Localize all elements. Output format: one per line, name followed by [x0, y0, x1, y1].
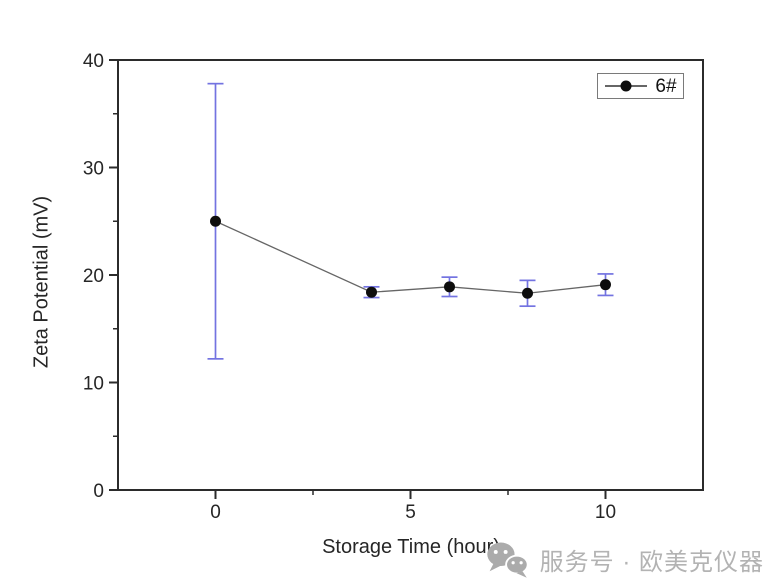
- legend-line-marker-icon: [605, 80, 648, 92]
- x-axis-title: Storage Time (hour): [322, 536, 500, 558]
- x-tick-label: 5: [405, 502, 416, 523]
- data-point-marker: [444, 281, 455, 293]
- legend-label: 6#: [655, 75, 677, 97]
- data-point-marker: [366, 286, 377, 298]
- y-tick-label: 10: [83, 374, 104, 395]
- watermark: 服务号 · 欧美克仪器: [484, 539, 764, 579]
- data-point-marker: [210, 215, 221, 227]
- y-tick-label: 0: [93, 481, 104, 502]
- y-axis-title: Zeta Potential (mV): [30, 195, 53, 369]
- y-tick-label: 20: [83, 266, 104, 287]
- watermark-text: 服务号 · 欧美克仪器: [539, 548, 764, 576]
- y-tick-label: 40: [83, 51, 104, 72]
- plot-frame: [117, 59, 704, 491]
- series-line: [215, 220, 606, 294]
- y-tick-label: 30: [83, 159, 104, 180]
- data-point-marker: [522, 287, 533, 299]
- x-tick-label: 10: [595, 502, 616, 523]
- legend: 6#: [597, 73, 684, 99]
- x-tick-label: 0: [210, 502, 221, 523]
- wechat-icon: [486, 542, 529, 578]
- data-point-marker: [600, 279, 611, 291]
